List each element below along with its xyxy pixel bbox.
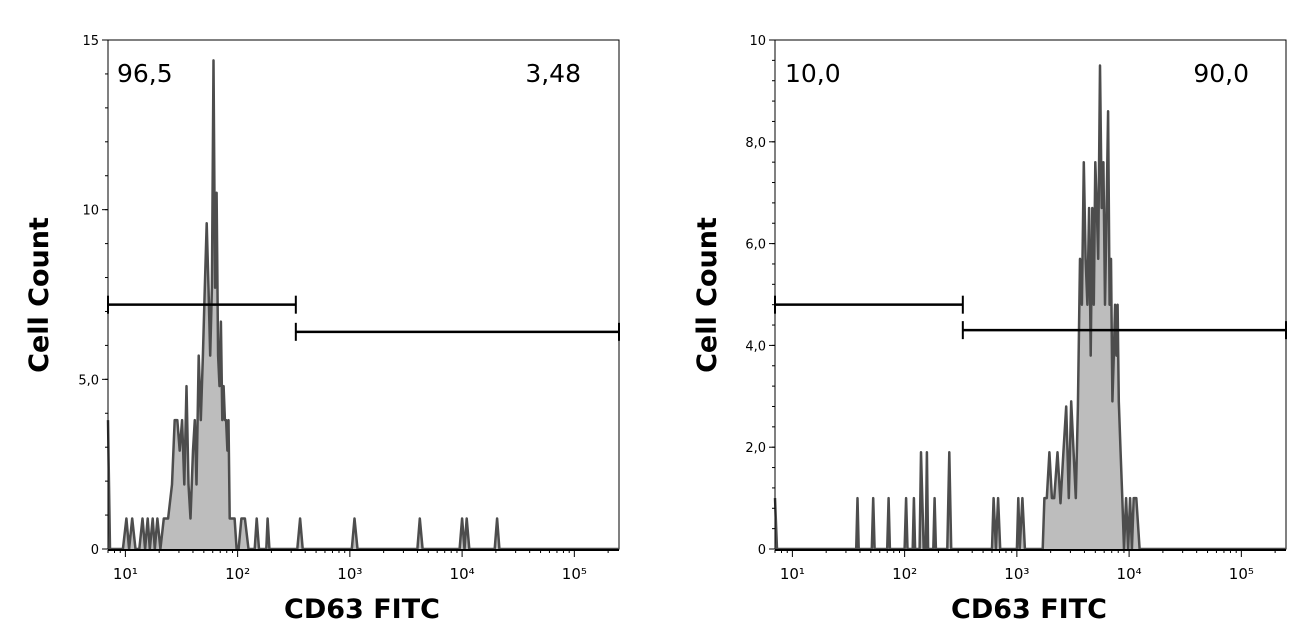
y-tick-label: 5,0 (78, 373, 99, 388)
y-tick-label: 8,0 (745, 136, 766, 151)
x-tick-label: 10³ (337, 565, 362, 583)
x-tick-label: 10¹ (780, 565, 805, 583)
histogram-panel-2: 0 2,0 4,0 6,0 8,0 10 10¹ 10² 10³ 10⁴ 10⁵ 10,0 90,0 Ce… (692, 34, 1287, 625)
x-tick-label: 10⁴ (450, 565, 475, 583)
y-tick-label: 10 (82, 204, 99, 219)
y-tick-label: 2,0 (745, 441, 766, 456)
histogram-panel-1: 0 5,0 10 15 10¹ 10² 10³ 10⁴ 10⁵ 96,5 3,48 Cell Coun… (24, 34, 620, 625)
gate-percentage: 3,48 (525, 59, 581, 88)
y-tick-label: 10 (749, 34, 766, 49)
x-axis-title: CD63 FITC (284, 594, 440, 625)
histogram-line (773, 64, 1286, 551)
x-tick-label: 10² (225, 565, 250, 583)
y-tick-label: 6,0 (745, 238, 766, 253)
y-tick-label: 4,0 (745, 339, 766, 354)
histogram-line (106, 59, 619, 551)
x-tick-label: 10³ (1004, 565, 1029, 583)
x-tick-label: 10² (892, 565, 917, 583)
y-tick-label: 15 (82, 34, 99, 49)
x-axis-title: CD63 FITC (951, 594, 1107, 625)
gate-percentage: 10,0 (785, 59, 841, 88)
y-axis-title: Cell Count (24, 217, 55, 373)
y-axis-title: Cell Count (692, 217, 723, 373)
x-tick-label: 10¹ (113, 565, 138, 583)
y-tick-label: 0 (758, 543, 766, 558)
gate-percentage: 96,5 (117, 59, 173, 88)
y-tick-label: 0 (91, 543, 99, 558)
gate-percentage: 90,0 (1193, 59, 1249, 88)
x-tick-label: 10⁵ (562, 565, 587, 583)
plot-frame (774, 39, 1287, 550)
x-tick-label: 10⁵ (1229, 565, 1254, 583)
x-tick-label: 10⁴ (1117, 565, 1142, 583)
